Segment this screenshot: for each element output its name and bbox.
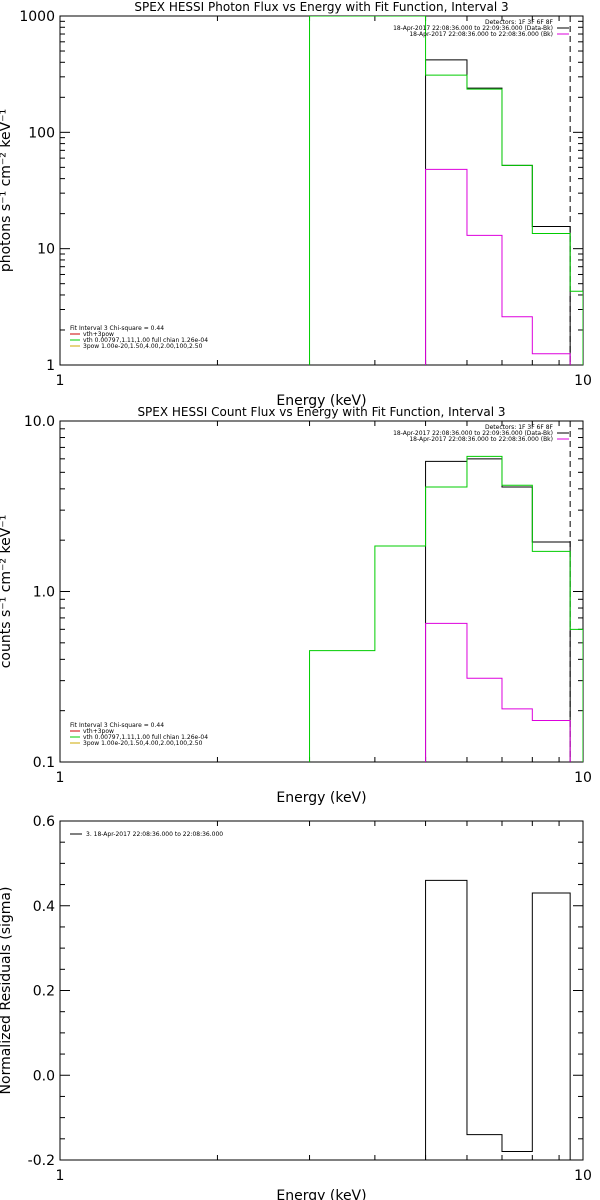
plot-frame xyxy=(59,15,584,366)
y-tick-label: 0.1 xyxy=(33,755,55,771)
legend-bottom-entry: vth+3pow xyxy=(83,331,114,338)
x-axis-label: Energy (keV) xyxy=(276,790,366,806)
x-axis-label: Energy (keV) xyxy=(276,1188,366,1200)
series-thermal-histogram xyxy=(309,16,583,365)
chart-panel-1: SPEX HESSI Photon Flux vs Energy with Fi… xyxy=(0,0,592,409)
y-tick-label: 0.4 xyxy=(33,899,55,915)
legend-top-entry: Detectors: 1F 3F 6F 8F xyxy=(485,19,554,26)
series-thermal-histogram xyxy=(309,455,583,762)
legend-bottom-entry: Fit Interval 3 Chi-square = 0.44 xyxy=(70,722,164,729)
legend-bottom-entry: 3pow 1.00e-20,1.50,4.00,2.00,100,2.50 xyxy=(83,343,203,350)
x-tick-label: 10 xyxy=(574,373,592,389)
y-tick-label: 0.6 xyxy=(33,814,55,830)
chart-title: SPEX HESSI Count Flux vs Energy with Fit… xyxy=(137,405,505,419)
y-tick-label: 0.0 xyxy=(33,1068,55,1084)
legend-top-entry: 18-Apr-2017 22:08:36.000 to 22:09:36.000… xyxy=(393,25,553,32)
legend-bottom-entry: Fit Interval 3 Chi-square = 0.44 xyxy=(70,325,164,332)
x-tick-label: 10 xyxy=(574,770,592,786)
chart-title: SPEX HESSI Photon Flux vs Energy with Fi… xyxy=(134,0,508,14)
legend-top-entry: 18-Apr-2017 22:08:36.000 to 22:08:36.000… xyxy=(409,31,553,38)
y-tick-label: 10.0 xyxy=(24,414,55,430)
series-observed-histogram xyxy=(425,59,571,365)
legend-bottom-entry: vth+3pow xyxy=(83,728,114,735)
y-tick-label: 10 xyxy=(37,242,55,258)
y-tick-label: -0.2 xyxy=(28,1153,55,1169)
y-tick-label: 0.2 xyxy=(33,984,55,1000)
y-tick-label: 1.0 xyxy=(33,585,55,601)
y-tick-label: 100 xyxy=(28,125,55,141)
x-tick-label: 10 xyxy=(574,1168,592,1184)
legend-top-entry: 18-Apr-2017 22:08:36.000 to 22:08:36.000… xyxy=(409,436,553,443)
chart-panel-2: SPEX HESSI Count Flux vs Energy with Fit… xyxy=(0,405,592,806)
plot-area xyxy=(309,421,583,762)
legend-bottom-entry: 3pow 1.00e-20,1.50,4.00,2.00,100,2.50 xyxy=(83,740,203,747)
y-tick-label: 1000 xyxy=(19,9,55,25)
legend-top-entry: 18-Apr-2017 22:08:36.000 to 22:09:36.000… xyxy=(393,430,553,437)
legend-top-entry: Detectors: 1F 3F 6F 8F xyxy=(485,424,554,431)
plot-area xyxy=(425,879,571,1160)
series-background-histogram xyxy=(425,168,571,365)
x-axis-label: Energy (keV) xyxy=(276,393,366,409)
x-tick-label: 1 xyxy=(56,1168,65,1184)
plot-frame xyxy=(59,820,584,1161)
plot-area xyxy=(309,16,583,365)
chart-panel-3: 1 10 -0.2 0.0 0.2 0.4 0.6 Energy (keV) Normalize… xyxy=(0,814,592,1200)
y-axis-label: photons s⁻¹ cm⁻² keV⁻¹ xyxy=(0,109,14,272)
series-observed-histogram xyxy=(425,458,571,762)
plot-frame xyxy=(59,420,584,763)
y-axis-label: counts s⁻¹ cm⁻² keV⁻¹ xyxy=(0,515,14,669)
legend-top-entry: 3. 18-Apr-2017 22:08:36.000 to 22:08:36.… xyxy=(86,831,223,838)
y-axis-label: Normalized Residuals (sigma) xyxy=(0,887,14,1095)
legend-bottom-entry: vth 0.00797,1.11,1.00 full chian 1.26e-0… xyxy=(83,734,208,741)
x-tick-label: 1 xyxy=(56,373,65,389)
series-observed-histogram xyxy=(425,879,571,1160)
y-tick-label: 1 xyxy=(46,358,55,374)
x-tick-label: 1 xyxy=(56,770,65,786)
legend-bottom-entry: vth 0.00797,1.11,1.00 full chian 1.26e-0… xyxy=(83,337,208,344)
series-background-histogram xyxy=(425,622,571,762)
